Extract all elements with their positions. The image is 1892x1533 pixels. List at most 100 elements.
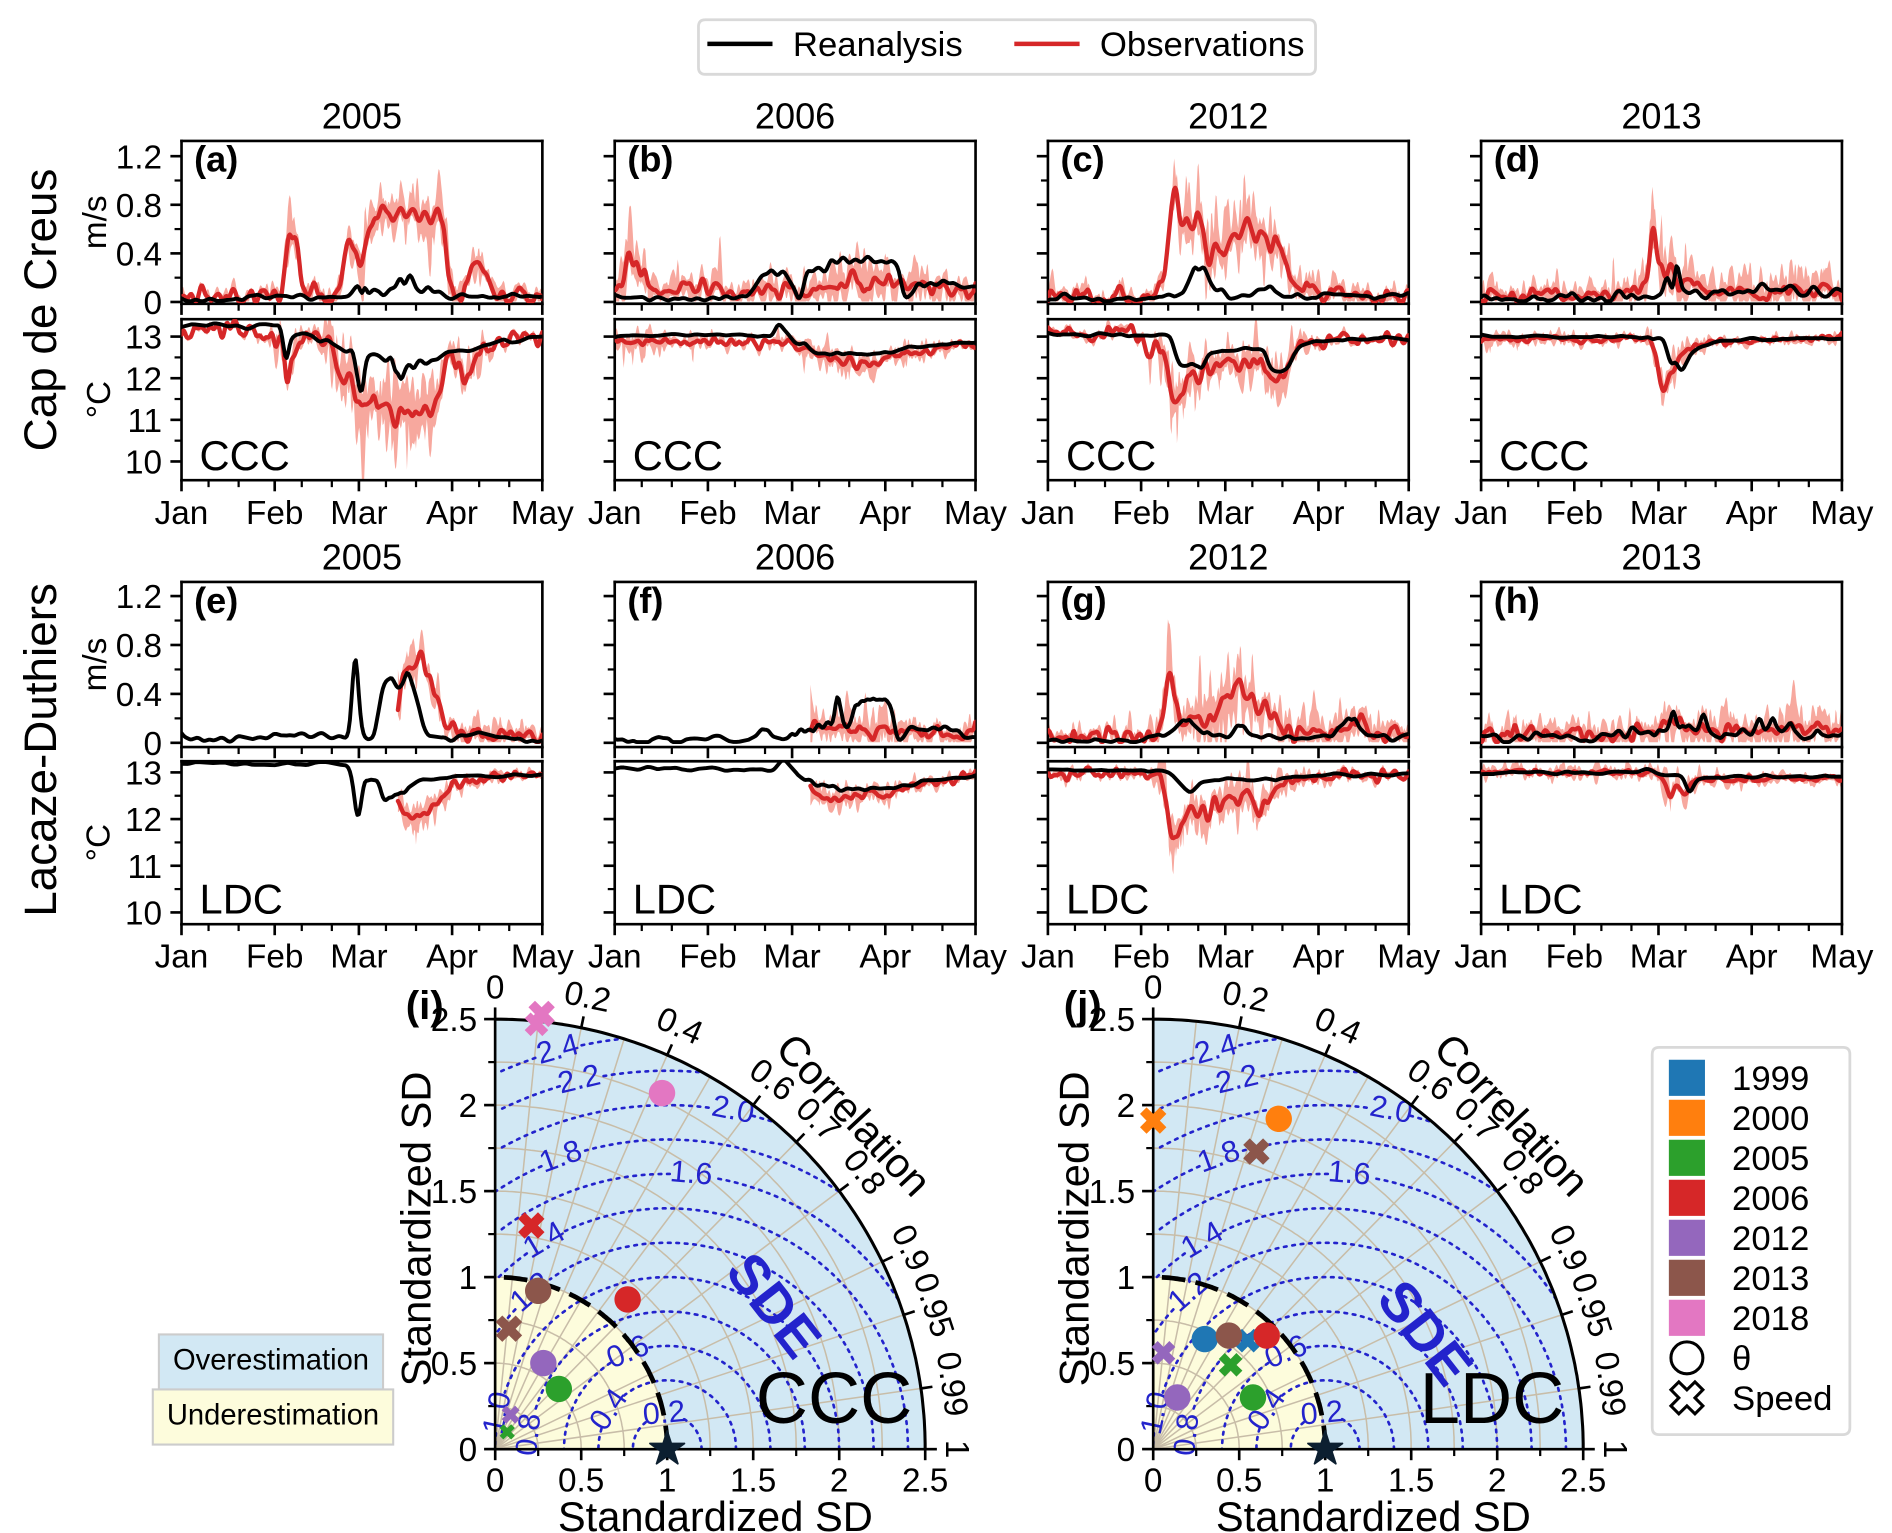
svg-text:2: 2 xyxy=(1117,1088,1136,1125)
svg-text:LDC: LDC xyxy=(1499,876,1582,923)
svg-text:0.5: 0.5 xyxy=(1216,1462,1262,1499)
svg-text:0.99: 0.99 xyxy=(1587,1349,1633,1418)
svg-text:May: May xyxy=(511,939,574,976)
svg-text:Feb: Feb xyxy=(1546,939,1603,976)
svg-text:May: May xyxy=(511,495,574,532)
svg-text:LDC: LDC xyxy=(200,876,283,923)
svg-text:(b): (b) xyxy=(627,139,673,180)
svg-text:1.5: 1.5 xyxy=(1388,1462,1434,1499)
svg-text:CCC: CCC xyxy=(200,432,290,479)
svg-text:1: 1 xyxy=(658,1462,677,1499)
svg-text:(e): (e) xyxy=(194,580,238,621)
svg-text:Jan: Jan xyxy=(155,495,209,532)
svg-text:2013: 2013 xyxy=(1621,95,1701,136)
svg-text:(i): (i) xyxy=(406,983,444,1028)
svg-text:Apr: Apr xyxy=(859,939,911,976)
svg-text:11: 11 xyxy=(127,403,162,440)
svg-text:Mar: Mar xyxy=(1197,495,1254,532)
svg-text:Jan: Jan xyxy=(1454,495,1508,532)
svg-text:Reanalysis: Reanalysis xyxy=(793,26,963,64)
svg-text:(d): (d) xyxy=(1494,139,1540,180)
svg-text:°C: °C xyxy=(81,824,118,861)
svg-text:(j): (j) xyxy=(1064,983,1102,1028)
svg-text:2.5: 2.5 xyxy=(902,1462,948,1499)
svg-text:Apr: Apr xyxy=(1726,939,1778,976)
svg-text:2006: 2006 xyxy=(1732,1180,1809,1218)
svg-text:CCC: CCC xyxy=(633,432,723,479)
svg-text:May: May xyxy=(1810,939,1873,976)
svg-text:Jan: Jan xyxy=(588,495,642,532)
svg-text:Feb: Feb xyxy=(679,939,736,976)
svg-text:Standardized SD: Standardized SD xyxy=(1216,1493,1531,1533)
svg-text:0.5: 0.5 xyxy=(431,1346,477,1383)
svg-text:Feb: Feb xyxy=(679,495,736,532)
svg-text:1: 1 xyxy=(1596,1440,1633,1459)
svg-text:CCC: CCC xyxy=(756,1359,912,1439)
svg-text:CCC: CCC xyxy=(1066,432,1156,479)
svg-text:2006: 2006 xyxy=(755,95,835,136)
svg-text:Overestimation: Overestimation xyxy=(173,1345,369,1377)
svg-text:May: May xyxy=(1377,939,1440,976)
svg-text:Mar: Mar xyxy=(1630,939,1687,976)
svg-text:2.5: 2.5 xyxy=(1089,1002,1135,1039)
svg-text:Jan: Jan xyxy=(588,939,642,976)
svg-text:Apr: Apr xyxy=(1293,495,1345,532)
svg-text:Feb: Feb xyxy=(246,495,303,532)
svg-text:10: 10 xyxy=(125,445,162,482)
svg-text:12: 12 xyxy=(125,802,162,839)
svg-text:(a): (a) xyxy=(194,139,238,180)
svg-text:11: 11 xyxy=(127,849,162,886)
svg-text:1: 1 xyxy=(459,1260,478,1297)
svg-text:Jan: Jan xyxy=(1454,939,1508,976)
svg-text:Mar: Mar xyxy=(330,939,387,976)
svg-text:0.4: 0.4 xyxy=(116,236,162,273)
svg-text:1999: 1999 xyxy=(1732,1060,1809,1098)
svg-text:10: 10 xyxy=(125,896,162,933)
svg-text:Feb: Feb xyxy=(246,939,303,976)
svg-text:May: May xyxy=(1377,495,1440,532)
svg-text:0.4: 0.4 xyxy=(116,677,162,714)
svg-text:2.0: 2.0 xyxy=(709,1089,757,1130)
svg-text:0.2: 0.2 xyxy=(1219,974,1272,1019)
svg-text:0.8: 0.8 xyxy=(116,188,162,225)
svg-text:2012: 2012 xyxy=(1188,537,1268,578)
svg-text:0: 0 xyxy=(486,969,505,1006)
svg-text:2000: 2000 xyxy=(1732,1100,1809,1138)
svg-text:Mar: Mar xyxy=(1197,939,1254,976)
svg-text:(c): (c) xyxy=(1061,139,1105,180)
svg-text:Mar: Mar xyxy=(763,939,820,976)
svg-text:Feb: Feb xyxy=(1546,495,1603,532)
svg-text:Jan: Jan xyxy=(1021,495,1075,532)
svg-text:(g): (g) xyxy=(1061,580,1107,621)
svg-text:0.99: 0.99 xyxy=(929,1349,975,1418)
svg-text:0.8: 0.8 xyxy=(1167,1412,1205,1458)
svg-text:(h): (h) xyxy=(1494,580,1540,621)
svg-text:Feb: Feb xyxy=(1112,939,1169,976)
svg-text:Cap de Creus: Cap de Creus xyxy=(15,169,66,452)
svg-text:Standardized SD: Standardized SD xyxy=(1051,1071,1098,1386)
svg-text:CCC: CCC xyxy=(1499,432,1589,479)
svg-text:m/s: m/s xyxy=(77,195,114,249)
svg-text:2012: 2012 xyxy=(1732,1220,1809,1258)
svg-text:May: May xyxy=(944,939,1007,976)
svg-text:0: 0 xyxy=(486,1462,505,1499)
svg-text:2005: 2005 xyxy=(322,95,402,136)
svg-text:1.6: 1.6 xyxy=(669,1154,714,1192)
svg-text:°C: °C xyxy=(81,381,118,418)
svg-text:Speed: Speed xyxy=(1732,1380,1832,1418)
svg-text:0: 0 xyxy=(1117,1432,1136,1469)
svg-text:Apr: Apr xyxy=(859,495,911,532)
svg-text:1.2: 1.2 xyxy=(116,579,162,616)
svg-text:(f): (f) xyxy=(627,580,663,621)
svg-text:0.2: 0.2 xyxy=(561,974,614,1019)
svg-text:Apr: Apr xyxy=(426,495,478,532)
svg-text:Feb: Feb xyxy=(1112,495,1169,532)
svg-text:Observations: Observations xyxy=(1100,26,1305,64)
svg-text:13: 13 xyxy=(125,755,162,792)
svg-text:1: 1 xyxy=(1117,1260,1136,1297)
svg-text:Standardized SD: Standardized SD xyxy=(393,1071,440,1386)
svg-text:1.6: 1.6 xyxy=(1327,1154,1372,1192)
svg-text:Lacaze-Duthiers: Lacaze-Duthiers xyxy=(15,583,66,917)
svg-text:0: 0 xyxy=(144,726,163,763)
svg-text:2: 2 xyxy=(459,1088,478,1125)
